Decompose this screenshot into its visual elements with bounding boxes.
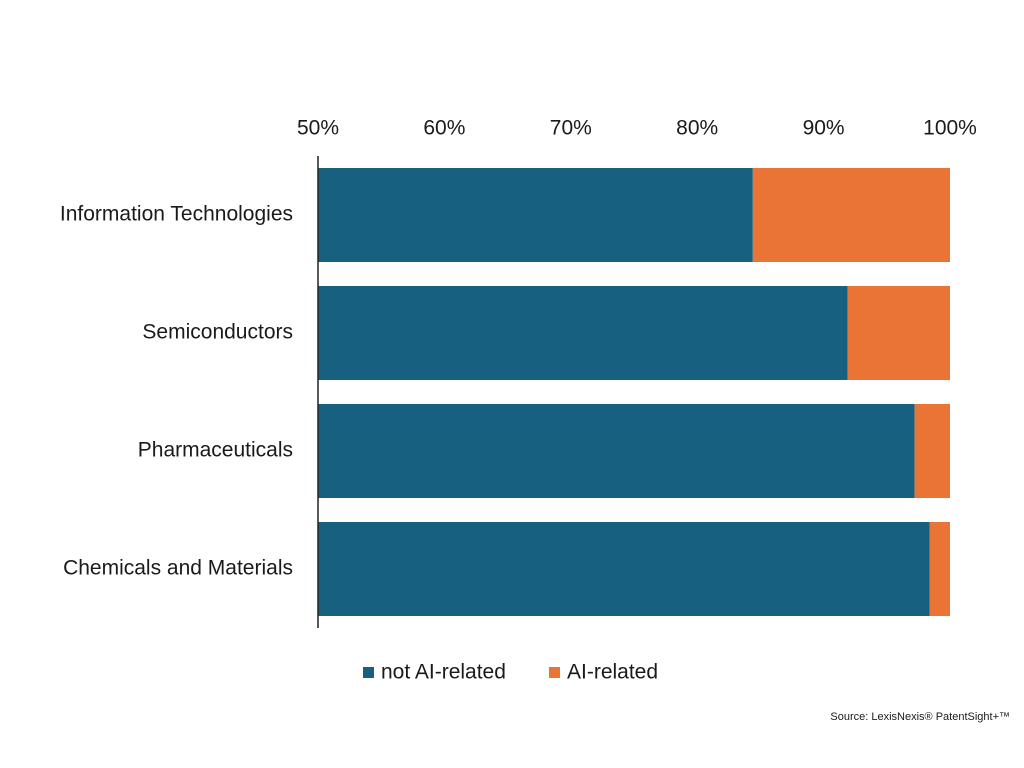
bar-segment <box>318 286 848 380</box>
y-tick-label: Information Technologies <box>60 203 293 226</box>
bar-segment <box>752 168 950 262</box>
y-tick-label: Chemicals and Materials <box>63 557 293 580</box>
legend-label: AI-related <box>567 661 658 684</box>
x-tick-label: 60% <box>423 117 465 140</box>
bar-segment <box>318 168 753 262</box>
bar-segment <box>847 286 950 380</box>
legend-label: not AI-related <box>381 661 506 684</box>
source-note: Source: LexisNexis® PatentSight+™ <box>830 711 1010 723</box>
legend-swatch <box>363 667 374 678</box>
legend-swatch <box>549 667 560 678</box>
x-tick-label: 90% <box>803 117 845 140</box>
y-tick-label: Pharmaceuticals <box>138 439 293 462</box>
bar-segment <box>929 522 950 616</box>
bar-segment <box>914 404 950 498</box>
x-tick-label: 70% <box>550 117 592 140</box>
x-tick-label: 80% <box>676 117 718 140</box>
bar-segment <box>318 522 930 616</box>
y-tick-label: Semiconductors <box>142 321 293 344</box>
bar-segment <box>318 404 915 498</box>
x-tick-label: 50% <box>297 117 339 140</box>
x-tick-label: 100% <box>923 117 977 140</box>
